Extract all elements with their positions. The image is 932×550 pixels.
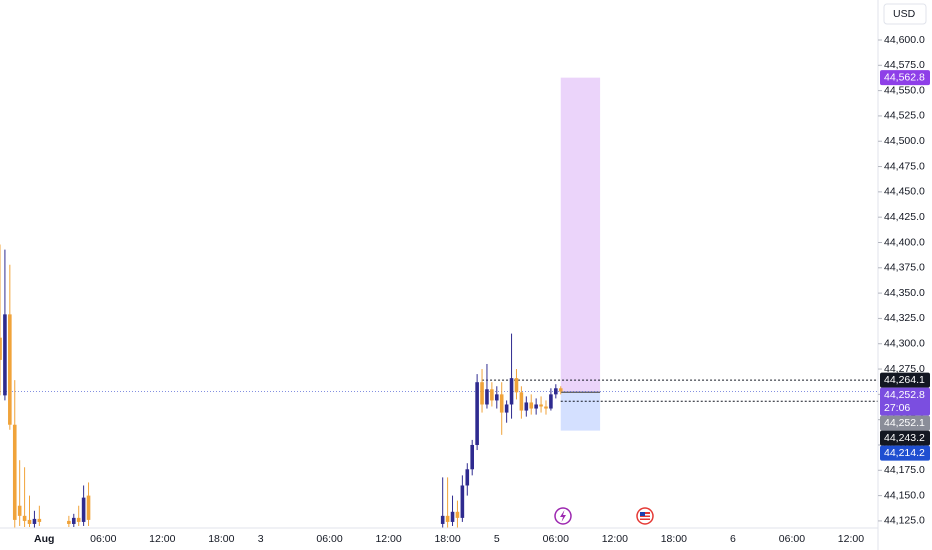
- candle-body: [504, 404, 509, 413]
- price-label-box: [880, 415, 930, 431]
- x-tick-label: 06:00: [543, 533, 569, 545]
- price-label-box: [880, 70, 930, 86]
- y-tick-label: 44,500.0: [884, 135, 925, 147]
- x-tick-label: 12:00: [838, 533, 864, 545]
- y-tick-label: 44,325.0: [884, 312, 925, 324]
- candle-body: [485, 389, 489, 405]
- candle-body: [12, 424, 17, 520]
- price-label: 44,252.1: [884, 417, 925, 429]
- candle-body: [3, 314, 7, 396]
- price-label-box: [880, 387, 930, 416]
- price-label: 44,214.2: [884, 447, 925, 459]
- y-tick-label: 44,525.0: [884, 110, 925, 122]
- candle-body: [32, 518, 37, 524]
- candle-body: [71, 517, 76, 524]
- candle-body: [465, 469, 470, 486]
- y-tick-label: 44,575.0: [884, 59, 925, 71]
- stop-zone: [560, 392, 601, 431]
- x-tick-label: 18:00: [661, 533, 687, 545]
- flag-stripe: [640, 517, 650, 519]
- candle-body: [529, 402, 534, 409]
- x-tick-label: 06:00: [779, 533, 805, 545]
- candle-body: [509, 378, 514, 405]
- y-tick-label: 44,400.0: [884, 236, 925, 248]
- y-tick-label: 44,450.0: [884, 186, 925, 198]
- candle-body: [27, 519, 32, 524]
- candle-body: [37, 518, 42, 522]
- candle-body: [470, 444, 475, 470]
- candle-body: [440, 515, 445, 524]
- y-tick-label: 44,300.0: [884, 338, 925, 350]
- y-tick-label: 44,600.0: [884, 34, 925, 46]
- x-tick-label: 18:00: [434, 533, 460, 545]
- candle-body: [445, 515, 450, 522]
- x-tick-label: 06:00: [90, 533, 116, 545]
- candle-body: [514, 378, 519, 393]
- x-tick-label: 5: [494, 533, 500, 545]
- x-tick-label: 12:00: [375, 533, 401, 545]
- candle-body: [8, 314, 12, 425]
- candle-body: [67, 520, 71, 524]
- target-zone: [560, 77, 601, 393]
- x-tick-label: 06:00: [316, 533, 342, 545]
- candle-body: [558, 388, 563, 392]
- y-tick-label: 44,150.0: [884, 489, 925, 501]
- candle-body: [0, 337, 2, 360]
- y-tick-label: 44,175.0: [884, 464, 925, 476]
- candle-body: [455, 511, 460, 518]
- price-label-box: [880, 445, 930, 461]
- candle-body: [460, 485, 465, 518]
- candle-body: [81, 497, 86, 522]
- x-tick-label: Aug: [34, 533, 54, 545]
- candle-body: [554, 388, 558, 395]
- countdown: 27:06: [884, 402, 910, 414]
- currency-box[interactable]: [883, 3, 927, 25]
- candle-body: [17, 505, 22, 516]
- candle-body: [549, 394, 553, 409]
- candle-body: [519, 392, 524, 411]
- x-tick-label: 6: [730, 533, 736, 545]
- flag-canton: [640, 512, 645, 516]
- price-label-box: [880, 430, 930, 446]
- lightning: [560, 510, 566, 522]
- x-tick-label: 12:00: [149, 533, 175, 545]
- x-tick-label: 18:00: [208, 533, 234, 545]
- candle-body: [475, 382, 479, 445]
- y-tick-label: 44,125.0: [884, 515, 925, 527]
- price-label: 44,562.8: [884, 71, 925, 83]
- y-tick-label: 44,550.0: [884, 84, 925, 96]
- candle-body: [494, 394, 499, 401]
- y-tick-label: 44,475.0: [884, 160, 925, 172]
- candle-body: [480, 382, 484, 405]
- candle-body: [499, 394, 504, 413]
- price-label: 44,243.2: [884, 432, 925, 444]
- y-tick-label: 44,275.0: [884, 363, 925, 375]
- candle-body: [22, 515, 27, 521]
- y-tick-label: 44,375.0: [884, 262, 925, 274]
- plot: [0, 77, 878, 528]
- y-tick-label: 44,425.0: [884, 211, 925, 223]
- currency: USD: [893, 8, 916, 20]
- candle-body: [534, 404, 538, 409]
- price-label: 44,252.8: [884, 389, 925, 401]
- candle-body: [490, 389, 494, 401]
- candle-body: [524, 402, 529, 411]
- x-tick-label: 3: [258, 533, 264, 545]
- candle-body: [544, 406, 548, 409]
- candle-body: [450, 511, 455, 522]
- candle-body: [86, 495, 91, 520]
- candle-body: [76, 517, 81, 522]
- x-tick-label: 12:00: [602, 533, 628, 545]
- candle-body: [539, 404, 543, 407]
- price-label: 44,264.1: [884, 374, 925, 386]
- price-label-box: [880, 372, 930, 388]
- y-tick-label: 44,350.0: [884, 287, 925, 299]
- event-icons: [554, 507, 654, 525]
